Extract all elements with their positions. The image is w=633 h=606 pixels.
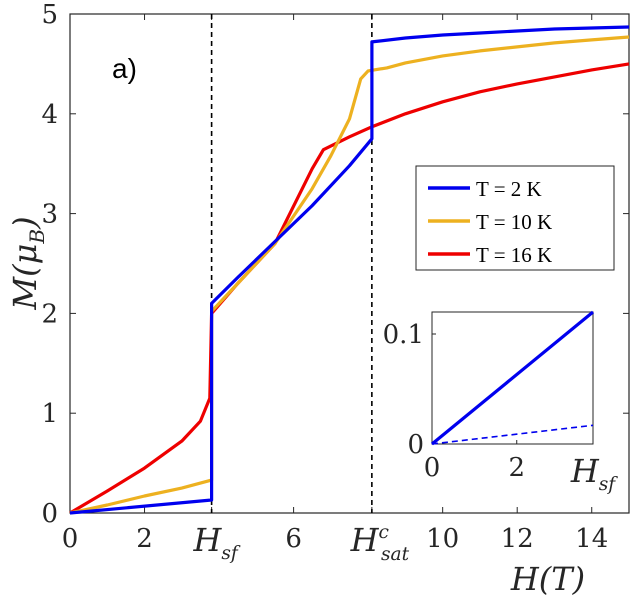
legend-label: T = 2 K bbox=[476, 177, 542, 201]
y-tick-label: 2 bbox=[41, 299, 58, 329]
x-tick-label: 2 bbox=[136, 524, 153, 554]
x-tick-label: 0 bbox=[62, 524, 79, 554]
inset-plot: 0 2 0 0.1 Hsf bbox=[383, 310, 618, 495]
inset-y-tick-label: 0 bbox=[407, 430, 424, 460]
x-tick-label: 10 bbox=[426, 524, 459, 554]
inset-x-tick-label: 2 bbox=[508, 453, 525, 483]
y-tick-label: 1 bbox=[41, 399, 58, 429]
series-line-10k bbox=[69, 35, 630, 515]
panel-label: a) bbox=[112, 53, 137, 84]
x-tick-label: 12 bbox=[501, 524, 534, 554]
x-axis-label: H(T) bbox=[510, 560, 585, 598]
inset-line-solid bbox=[430, 310, 595, 446]
legend-label: T = 16 K bbox=[476, 243, 552, 267]
legend: T = 2 K T = 10 K T = 16 K bbox=[415, 165, 615, 271]
y-tick-label: 0 bbox=[41, 499, 58, 529]
x-tick-label: 6 bbox=[285, 524, 302, 554]
x-tick-label-hsat: Hc sat bbox=[350, 521, 410, 565]
inset-x-tick-label: 0 bbox=[424, 453, 441, 483]
y-tick-label: 5 bbox=[41, 0, 58, 30]
series-line-2k bbox=[69, 25, 630, 515]
inset-y-tick-label: 0.1 bbox=[383, 320, 424, 350]
series-line-16k bbox=[69, 62, 630, 515]
x-tick-label: 14 bbox=[575, 524, 608, 554]
inset-x-tick-label-hsf: Hsf bbox=[570, 452, 618, 495]
y-tick-label: 3 bbox=[41, 200, 58, 230]
legend-label: T = 10 K bbox=[476, 210, 552, 234]
y-tick-label: 4 bbox=[41, 100, 58, 130]
inset-line-dashed bbox=[431, 424, 594, 445]
main-axes-box bbox=[69, 13, 630, 514]
y-axis-label: M(μB) bbox=[6, 216, 49, 310]
svg-text:M(μB): M(μB) bbox=[6, 216, 49, 310]
x-tick-label-hsf: Hsf bbox=[192, 521, 240, 564]
